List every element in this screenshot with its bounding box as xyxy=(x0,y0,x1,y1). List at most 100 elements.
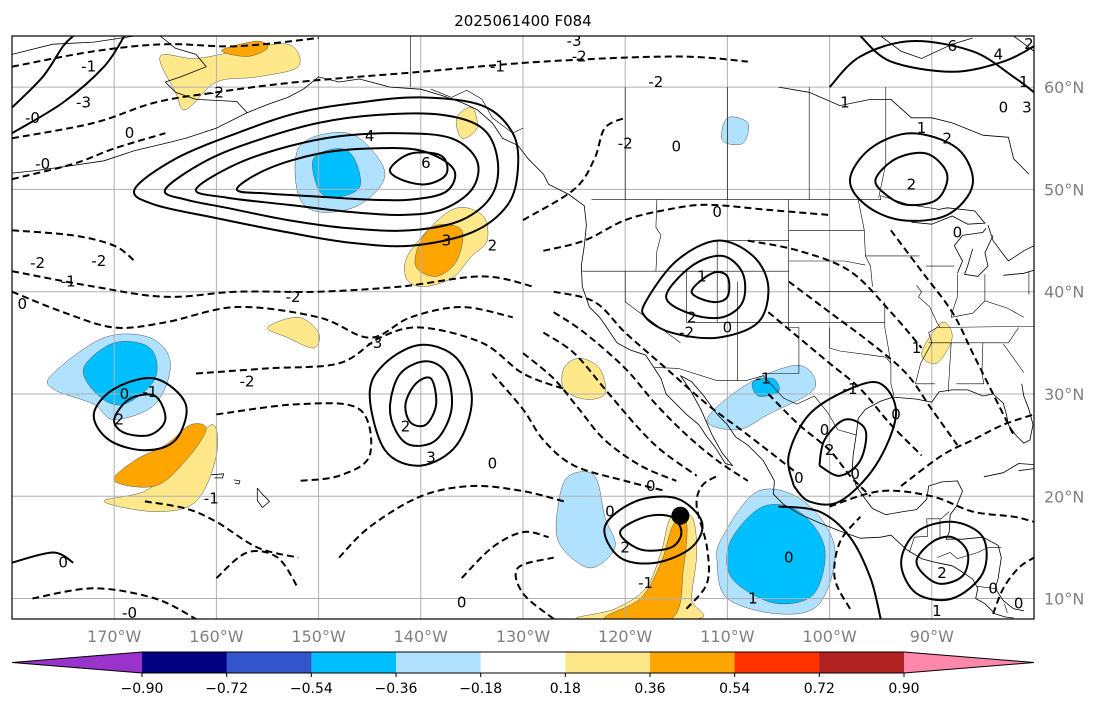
border-line xyxy=(762,199,800,374)
contour-label: 0 xyxy=(999,99,1009,117)
latitude-label: 10°N xyxy=(1044,590,1084,609)
contour-positive xyxy=(404,376,438,428)
contour-negative xyxy=(890,229,1015,436)
contour-negative xyxy=(216,402,373,482)
longitude-tick-labels: 170°W 160°W 150°W 140°W 130°W 120°W 110°W 100°W… xyxy=(87,627,954,646)
colorbar-segment xyxy=(142,652,228,673)
shaded-region xyxy=(555,471,616,569)
latitude-label: 30°N xyxy=(1044,385,1084,404)
shaded-region xyxy=(103,424,218,512)
contour-label: 0 xyxy=(1014,595,1024,613)
contour-negative xyxy=(195,326,565,390)
contour-negative xyxy=(542,331,698,477)
contour-label: 0 xyxy=(953,223,963,241)
contour-label: -3 xyxy=(76,93,91,111)
border-line xyxy=(909,511,950,553)
contour-positive xyxy=(778,505,882,619)
contour-label: 0 xyxy=(672,137,682,155)
latitude-tick-labels: 60°N 50°N 40°N 30°N 20°N 10°N xyxy=(1044,78,1084,608)
contour-label: -1 xyxy=(204,489,219,507)
colorbar-segment xyxy=(565,652,651,673)
contour-label: 0 xyxy=(794,469,804,487)
contour-label: 2 xyxy=(937,564,947,582)
contour-negative xyxy=(543,203,830,252)
contour-label: 1 xyxy=(748,590,758,608)
shaded-region xyxy=(159,43,301,110)
border-line xyxy=(655,199,662,272)
storm-marker-layer xyxy=(671,506,690,525)
contour-labels: 463 2-3-2-223 0-2-1-20-120-10-0-2-1-3-0-00… xyxy=(17,32,1033,619)
contour-negative xyxy=(460,530,549,579)
coastline xyxy=(12,143,166,174)
contour-negative xyxy=(685,474,718,610)
longitude-label: 150°W xyxy=(291,627,346,646)
coastline xyxy=(911,207,986,225)
contour-label: -3 xyxy=(367,334,382,352)
contour-label: 0 xyxy=(646,477,656,495)
contour-label: 3 xyxy=(1022,99,1032,117)
longitude-label: 160°W xyxy=(189,627,244,646)
coastline xyxy=(211,473,225,479)
contour-label: -1 xyxy=(490,58,505,76)
contour-label: 3 xyxy=(442,232,452,250)
coastline xyxy=(256,487,271,509)
contour-label: -2 xyxy=(240,373,255,391)
contour-negative xyxy=(32,587,197,619)
contour-negative xyxy=(788,280,959,446)
colorbar-tick-label: −0.36 xyxy=(375,681,418,697)
contour-negative xyxy=(900,413,1034,487)
map-frame xyxy=(11,35,1035,620)
contour-negative xyxy=(522,352,677,482)
contour-negative xyxy=(12,270,534,298)
longitude-label: 110°W xyxy=(700,627,755,646)
coastline xyxy=(778,86,1030,175)
longitude-label: 130°W xyxy=(496,627,551,646)
contour-label: 1 xyxy=(840,93,850,111)
contour-positive xyxy=(859,36,1034,73)
contour-label: 6 xyxy=(947,37,957,55)
contour-label: 0 xyxy=(125,124,135,142)
contour-negative xyxy=(514,556,555,619)
colorbar-tick-labels: −0.90 −0.72 −0.54 −0.36 −0.18 0.18 0.36 0.54 0.7… xyxy=(121,673,920,697)
coastline xyxy=(855,383,1034,444)
contour-label: 3 xyxy=(426,448,436,466)
contour-positive xyxy=(874,151,949,207)
contour-label: 2 xyxy=(620,538,630,556)
contour-positive xyxy=(900,520,988,602)
contour-negative xyxy=(491,372,667,493)
colorbar-segment xyxy=(734,652,820,673)
coastline xyxy=(963,235,994,277)
coastline xyxy=(983,463,1034,478)
contour-label: -2 xyxy=(91,252,106,270)
contour-label: -1 xyxy=(843,380,858,398)
contour-label: 1 xyxy=(912,339,922,357)
contour-negative xyxy=(144,500,299,559)
colorbar-tick-label: 0.72 xyxy=(804,681,835,697)
contour-positive xyxy=(915,535,970,585)
contour-negative xyxy=(12,229,136,262)
longitude-label: 90°W xyxy=(910,627,954,646)
contour-negative xyxy=(747,239,923,349)
contour-label: -2 xyxy=(209,83,224,101)
colorbar xyxy=(11,651,1035,674)
contour-negative xyxy=(522,116,626,221)
contour-label: 1 xyxy=(1019,73,1029,91)
contour-label: 0 xyxy=(58,554,68,572)
border-line xyxy=(1003,343,1025,373)
coastline xyxy=(246,76,1014,619)
contour-negative xyxy=(12,290,514,339)
contour-label: -2 xyxy=(648,73,663,91)
colorbar-segment xyxy=(311,652,397,673)
contour-label: 2 xyxy=(907,175,917,193)
contour-label: -3 xyxy=(567,32,582,50)
contour-negative xyxy=(12,55,748,140)
contour-label: 0 xyxy=(891,405,901,423)
contour-label: 6 xyxy=(421,154,431,172)
contour-label: -1 xyxy=(142,383,157,401)
contour-label: 0 xyxy=(120,385,130,403)
contour-negative xyxy=(338,484,565,559)
contour-positive xyxy=(787,381,898,506)
contour-positive xyxy=(603,495,704,565)
colorbar-tick-label: −0.90 xyxy=(121,681,164,697)
contour-positive xyxy=(690,271,731,304)
